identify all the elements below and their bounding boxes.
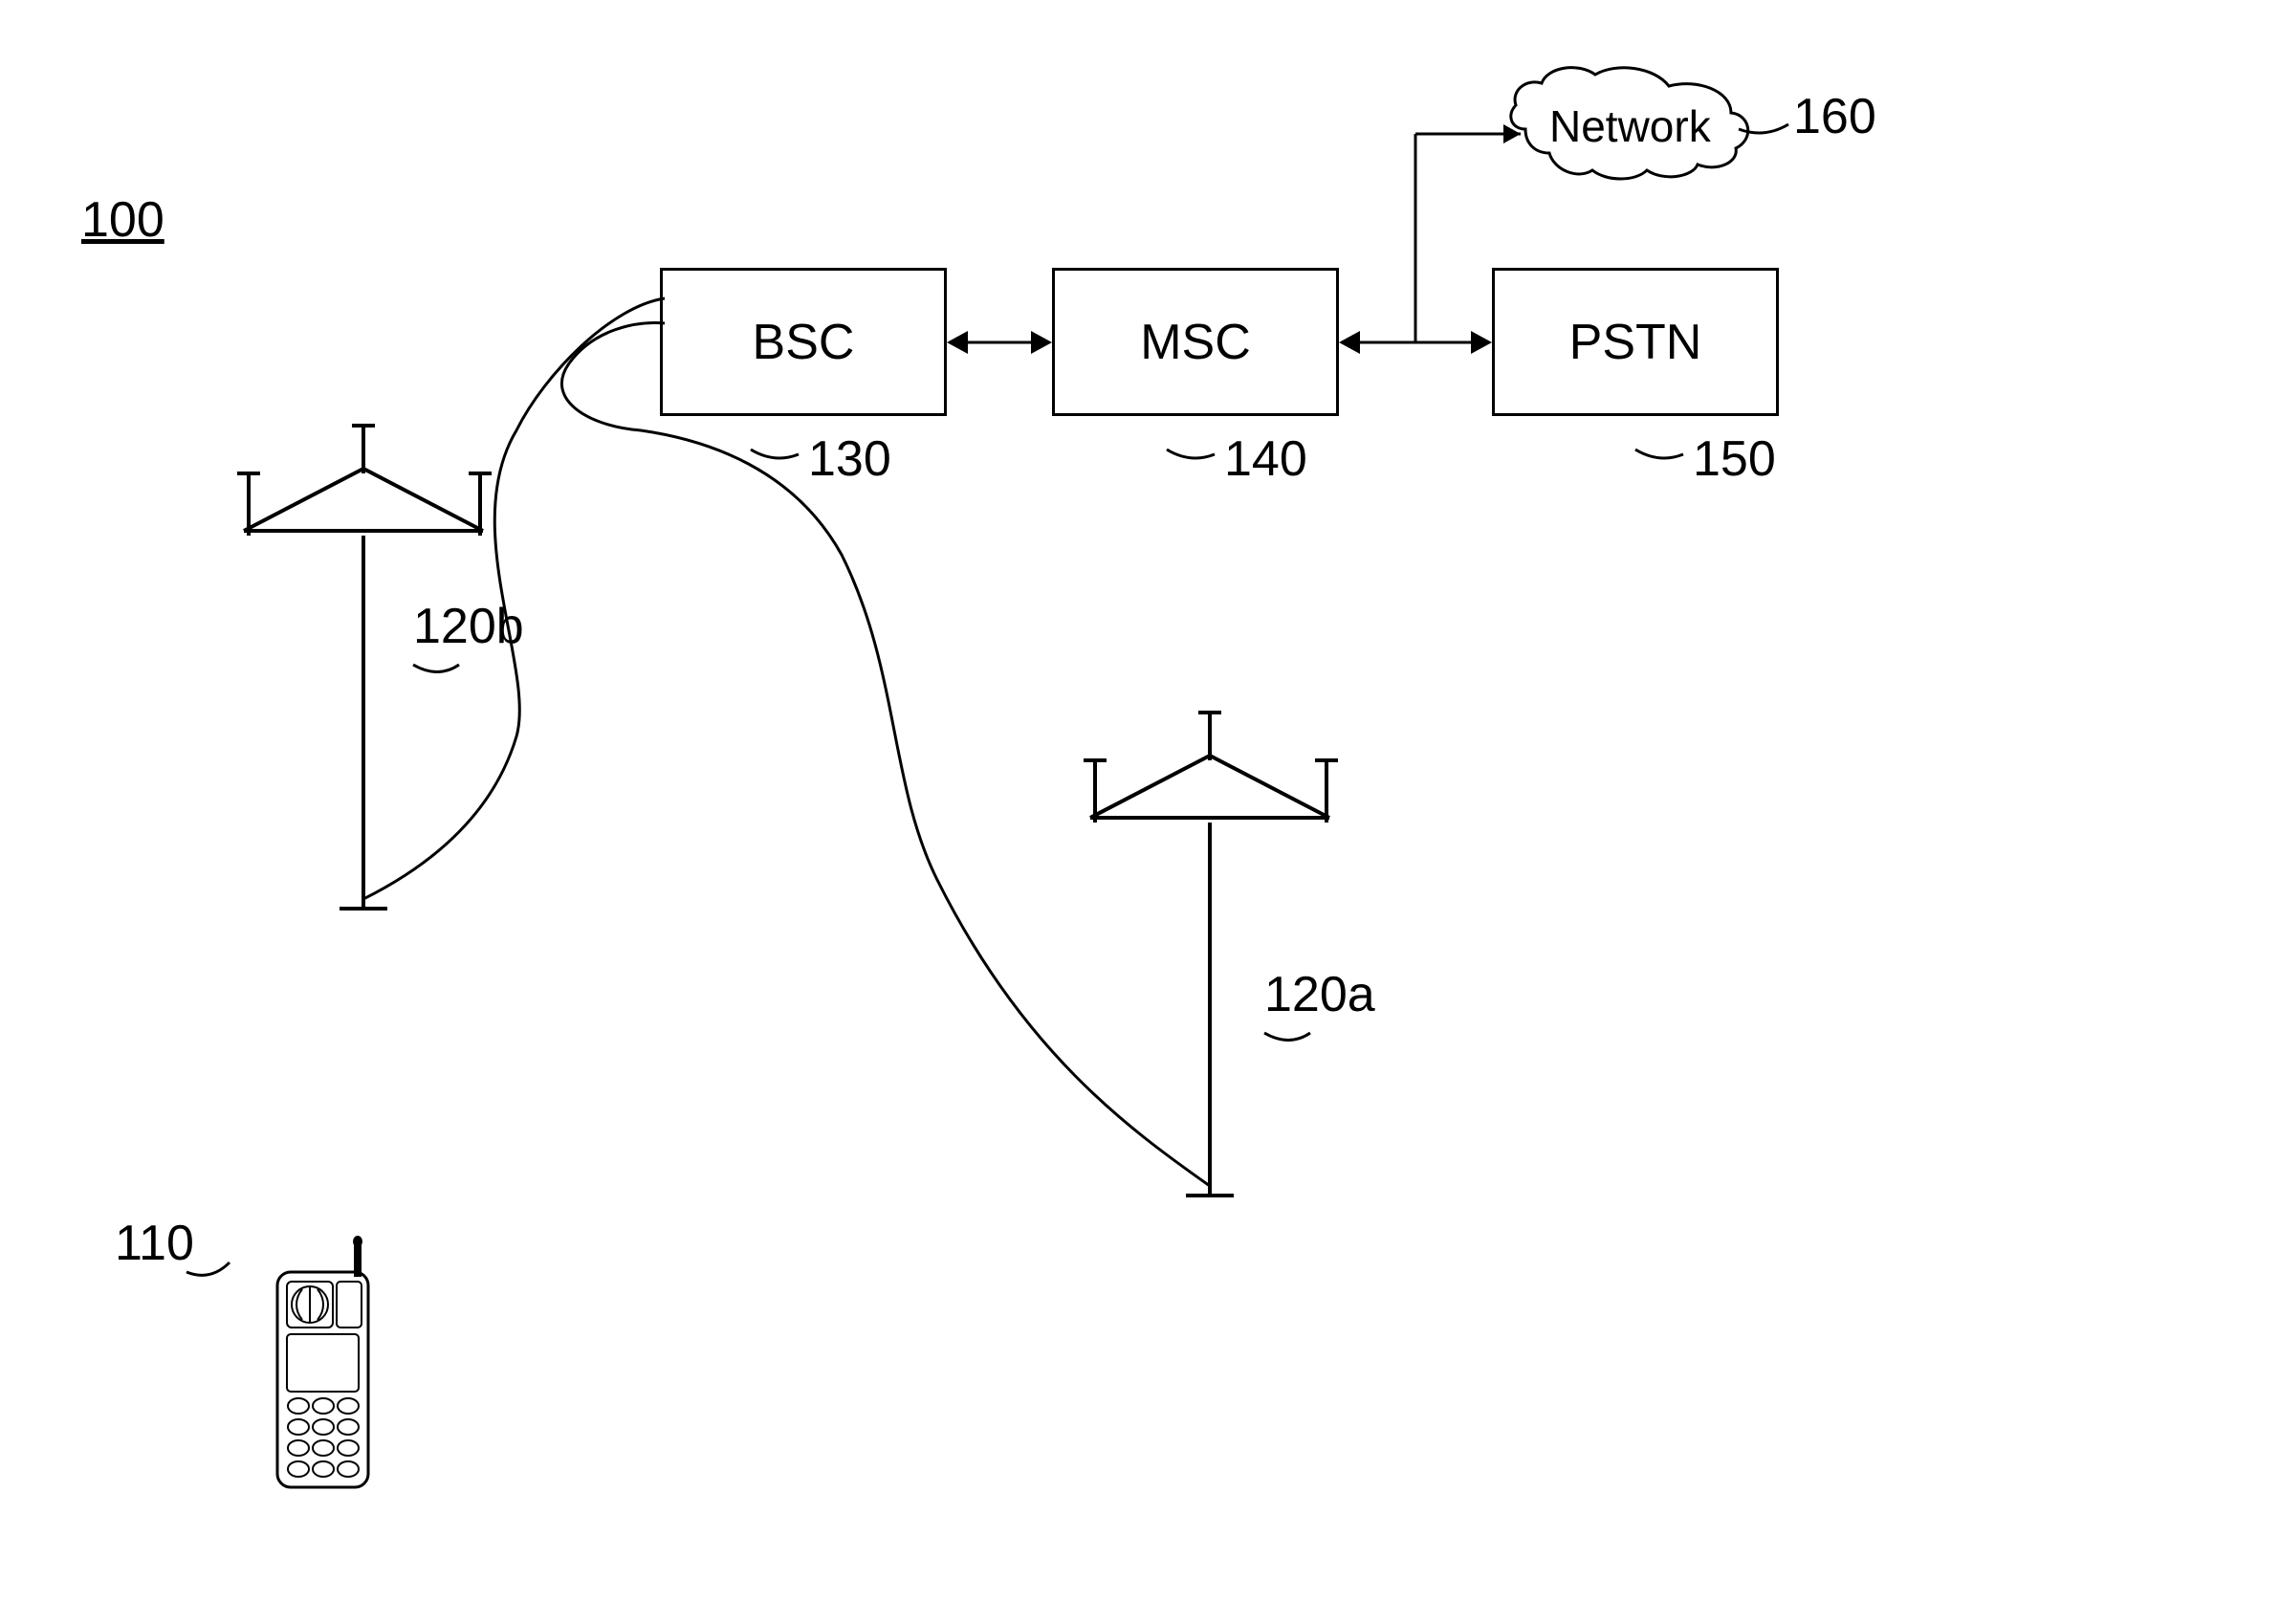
bsc-msc-arrow — [947, 331, 1052, 354]
ref-curve-150 — [1635, 450, 1683, 458]
network-label: Network — [1549, 100, 1711, 152]
ref-150: 150 — [1693, 430, 1776, 488]
ref-130: 130 — [808, 430, 891, 488]
ref-curve-130 — [751, 450, 799, 458]
tower-a — [1084, 713, 1338, 1196]
network-arrow — [1415, 124, 1521, 342]
ref-curve-140 — [1167, 450, 1215, 458]
ref-curve-120a — [1264, 1033, 1310, 1041]
ref-120a: 120a — [1264, 966, 1375, 1023]
ref-110: 110 — [115, 1215, 194, 1272]
ref-140: 140 — [1224, 430, 1307, 488]
ref-curve-120b — [413, 665, 459, 672]
mobile-phone — [277, 1236, 368, 1487]
ref-120b: 120b — [413, 598, 524, 655]
ref-160: 160 — [1793, 88, 1876, 145]
diagram-svg — [0, 0, 2280, 1624]
